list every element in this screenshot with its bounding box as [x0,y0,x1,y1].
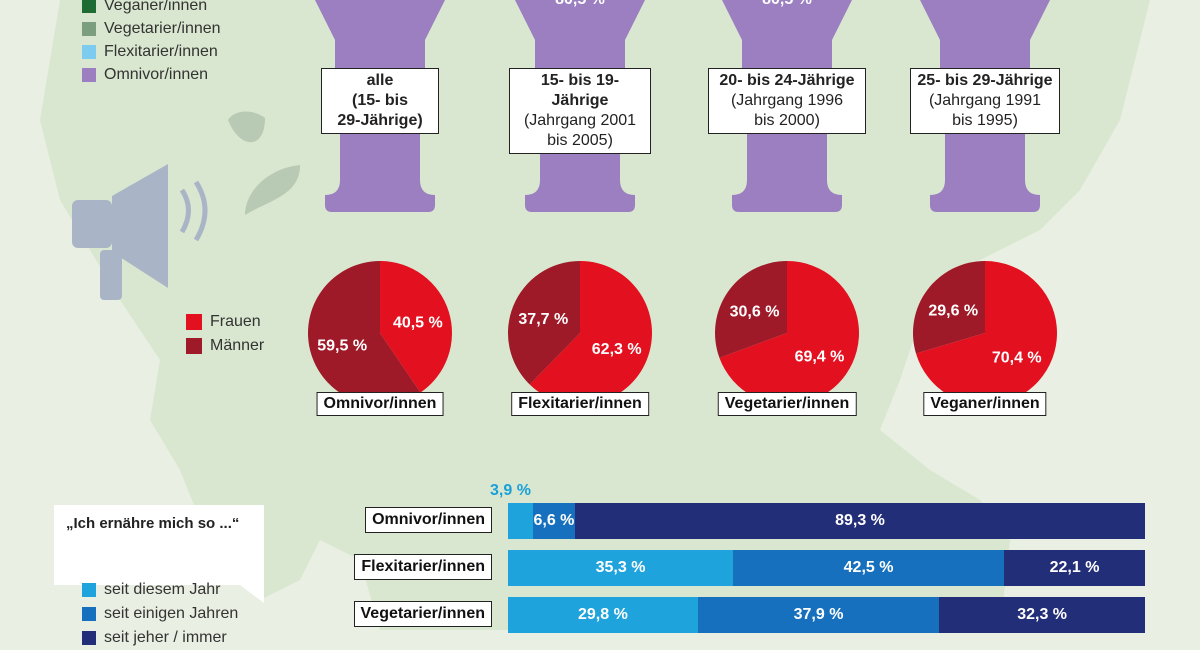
duration-legend: seit diesem Jahr seit einigen Jahren seit … [82,578,238,650]
duration-legend-label: seit diesem Jahr [104,581,221,598]
legend-item: Vegetarier/innen [82,17,221,40]
quote-box: „Ich ernähre mich so ...“ [54,505,264,585]
legend-label: Vegetarier/innen [104,19,221,37]
stacked-bar: 35,3 % 42,5 % 22,1 % [508,550,1145,586]
legend-item: Omnivor/innen [82,63,221,86]
duration-legend-item: seit diesem Jahr [82,578,238,602]
legend-swatch [82,44,96,59]
megaphone-icon [72,164,168,300]
pie-slice-frauen [719,261,859,405]
age-group-title: 25- bis 29-Jährige [917,72,1053,89]
gender-legend: Frauen Männer [186,310,264,358]
quote-tail [240,585,264,603]
bar-segment: 37,9 % [697,597,940,633]
pie-slice-frauen [380,261,453,393]
age-group-label: 20- bis 24-Jährige (Jahrgang 1996 bis 2000… [708,68,866,134]
pie-chart: 70,4 % 29,6 % [910,258,1060,408]
bar-segment [508,503,533,539]
legend-label: Omnivor/innen [104,65,209,83]
quote-text: „Ich ernähre mich so ...“ [66,515,240,532]
age-group-title: 15- bis 19-Jährige [540,72,620,109]
bar-segment: 42,5 % [733,550,1005,586]
pie-title: Veganer/innen [923,392,1047,416]
pie-label-maenner: 59,5 % [317,338,367,355]
pie-label-maenner: 30,6 % [730,303,780,320]
age-group-label: 15- bis 19-Jährige (Jahrgang 2001 bis 2005… [509,68,651,154]
pie-chart: 62,3 % 37,7 % [505,258,655,408]
bar-segment: 29,8 % [508,597,698,633]
legend-label: Flexitarier/innen [104,42,218,60]
omnivor-seit-diesem-jahr-label: 3,9 % [490,482,531,499]
duration-legend-label: seit jeher / immer [104,629,227,646]
pie-title: Vegetarier/innen [717,392,857,416]
age-group-line3: bis 1995) [952,112,1018,129]
legend-swatch [82,21,96,36]
legend-label: Veganer/innen [104,0,208,14]
gender-legend-label: Männer [210,337,265,354]
age-group-line2: (15- bis [351,92,408,109]
gender-legend-swatch [186,314,202,330]
legend-item: Veganer/innen [82,0,221,17]
gender-legend-item: Männer [186,334,264,358]
pie-label-frauen: 69,4 % [795,349,845,366]
pie-title: Omnivor/innen [316,392,444,416]
age-group-line2: (Jahrgang 2001 [523,112,637,129]
pie-chart: 40,5 % 59,5 % [305,258,455,408]
pie-label-maenner: 37,7 % [518,311,568,328]
age-group-vase [920,0,1050,212]
bar-category-label: Omnivor/innen [365,507,492,533]
sound-waves-icon [179,180,208,242]
gender-legend-swatch [186,338,202,354]
stacked-bar: 6,6 % 89,3 % [508,503,1145,539]
age-group-title: alle [366,72,394,89]
duration-legend-swatch [82,583,96,597]
age-group-label: alle (15- bis 29-Jährige) [321,68,439,134]
age-group-line3: bis 2005) [547,132,613,149]
bar-segment: 35,3 % [508,550,734,586]
pie-slice-frauen [915,261,1057,405]
age-group-vase: 80,5 % [722,0,852,212]
duration-legend-swatch [82,607,96,621]
gender-legend-item: Frauen [186,310,264,334]
pie-chart: 69,4 % 30,6 % [712,258,862,408]
age-group-vase [315,0,445,212]
pie-label-frauen: 62,3 % [592,341,642,358]
age-group-line3: bis 2000) [754,112,820,129]
age-group-top-value: 80,5 % [762,0,812,8]
age-group-title: 20- bis 24-Jährige [719,72,855,89]
bar-category-label: Vegetarier/innen [353,601,492,627]
bar-segment: 89,3 % [575,503,1145,539]
bar-segment: 32,3 % [939,597,1145,633]
bar-segment: 6,6 % [532,503,576,539]
bar-segment: 22,1 % [1004,550,1145,586]
age-group-label: 25- bis 29-Jährige (Jahrgang 1991 bis 1995… [910,68,1060,134]
duration-legend-swatch [82,631,96,645]
pie-slice-maenner [715,261,787,358]
duration-legend-label: seit einigen Jahren [104,605,239,622]
age-group-line3: 29-Jährige) [337,112,423,129]
legend-item: Flexitarier/innen [82,40,221,63]
pie-slice-maenner [508,261,580,385]
pie-slice-frauen [529,261,652,405]
diet-legend: Veganer/innen Vegetarier/innen Flexitarier… [82,0,221,86]
leaf-icon [228,111,300,215]
age-group-line2: (Jahrgang 1996 [730,92,844,109]
bar-category-label: Flexitarier/innen [354,554,492,580]
age-group-line2: (Jahrgang 1991 [928,92,1042,109]
pie-slice-maenner [308,261,421,405]
pie-title: Flexitarier/innen [511,392,649,416]
pie-label-maenner: 29,6 % [928,302,978,319]
stacked-bar: 29,8 % 37,9 % 32,3 % [508,597,1145,633]
pie-slice-maenner [913,261,985,354]
duration-legend-item: seit einigen Jahren [82,602,238,626]
legend-swatch [82,67,96,82]
pie-label-frauen: 40,5 % [393,314,443,331]
gender-legend-label: Frauen [210,313,261,330]
age-group-top-value: 80,5 % [555,0,605,8]
legend-swatch [82,0,96,13]
pie-label-frauen: 70,4 % [992,350,1042,367]
